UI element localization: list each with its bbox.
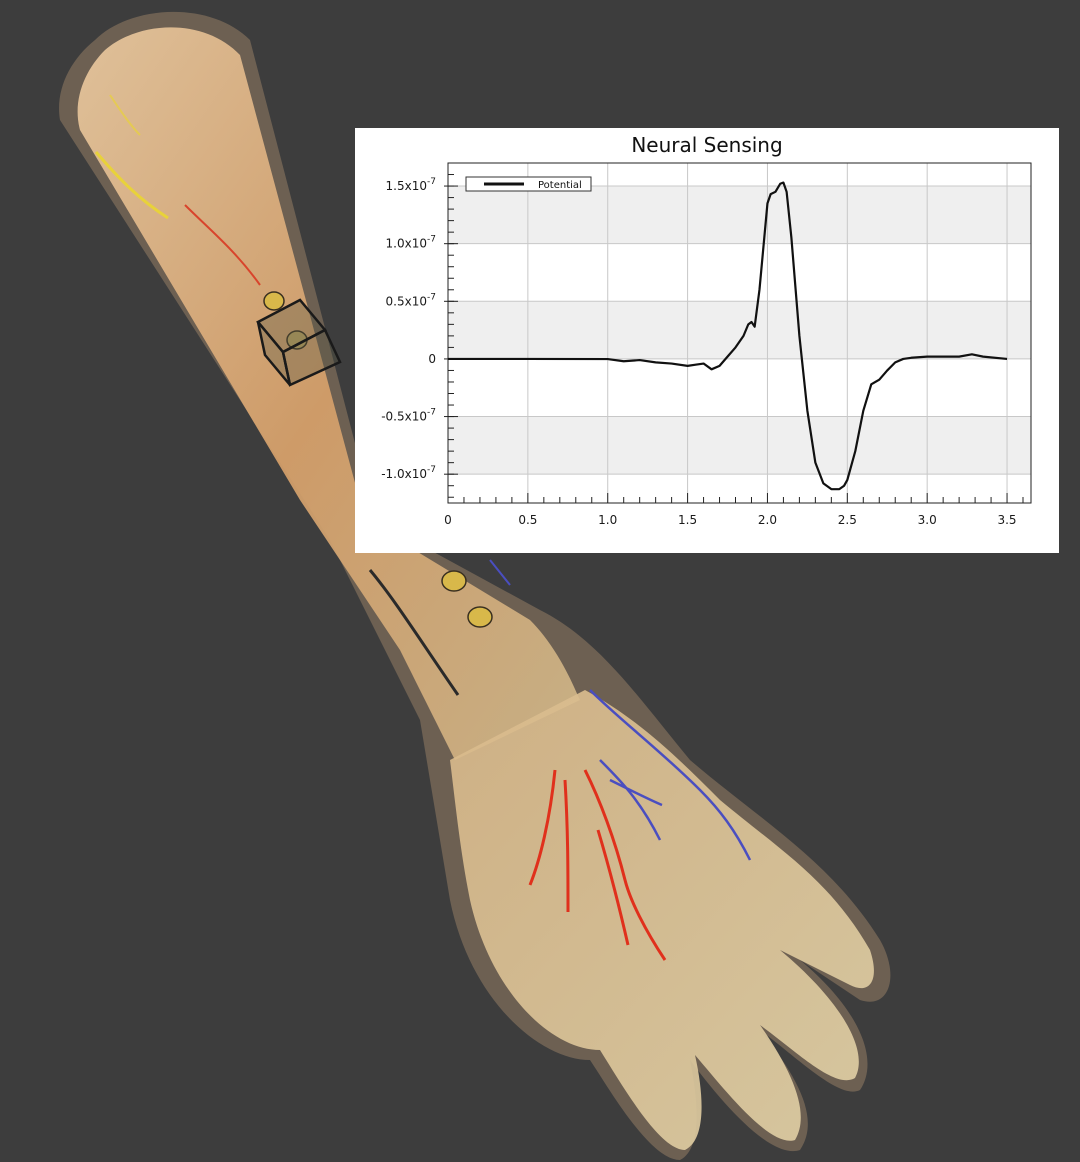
legend-label: Potential: [538, 180, 582, 191]
y-tick-label: -0.5x10-7: [381, 408, 436, 424]
x-tick-label: 2.5: [838, 513, 857, 527]
legend: Potential: [465, 176, 592, 192]
x-tick-label: 1.0: [598, 513, 617, 527]
x-tick-label: 0.5: [518, 513, 537, 527]
neural-sensing-chart: Neural Sensing 1.5x10-7 1.0x10-7 0.5x10-7 0…: [381, 133, 1032, 527]
grid-band: [448, 416, 1031, 475]
grid-band: [448, 186, 1031, 244]
nerve-dark: [368, 569, 460, 696]
electrode-4: [467, 606, 493, 628]
nerve-blue-wrist: [489, 559, 511, 586]
y-tick-label: 0: [428, 352, 436, 366]
x-tick-label: 1.5: [678, 513, 697, 527]
nerve-red-upper: [184, 204, 261, 286]
chart-title: Neural Sensing: [631, 133, 782, 157]
x-tick-label: 0: [444, 513, 452, 527]
grid-band: [448, 301, 1031, 359]
plot-frame: [447, 162, 1032, 504]
nerve-red-hand: [528, 769, 667, 961]
y-tick-label: 1.5x10-7: [386, 177, 436, 193]
electrode-3: [441, 570, 467, 592]
electrode-1: [263, 291, 285, 311]
y-tick-label: 0.5x10-7: [386, 292, 436, 308]
chart-panel: Neural Sensing 1.5x10-7 1.0x10-7 0.5x10-7 0…: [355, 128, 1059, 553]
hand: [450, 690, 874, 1150]
nerve-yellow-2: [109, 94, 141, 136]
x-tick-label: 3.0: [918, 513, 937, 527]
nerve-yellow-1: [94, 151, 169, 220]
series-line-potential: [448, 181, 1008, 491]
x-tick-label: 2.0: [758, 513, 777, 527]
y-tick-label: -1.0x10-7: [381, 465, 436, 481]
legend-box: [465, 176, 592, 192]
x-tick-label: 3.5: [997, 513, 1016, 527]
nerve-blue-hand: [589, 689, 752, 861]
y-tick-label: 1.0x10-7: [386, 235, 436, 251]
sensor-cube: [256, 298, 342, 387]
